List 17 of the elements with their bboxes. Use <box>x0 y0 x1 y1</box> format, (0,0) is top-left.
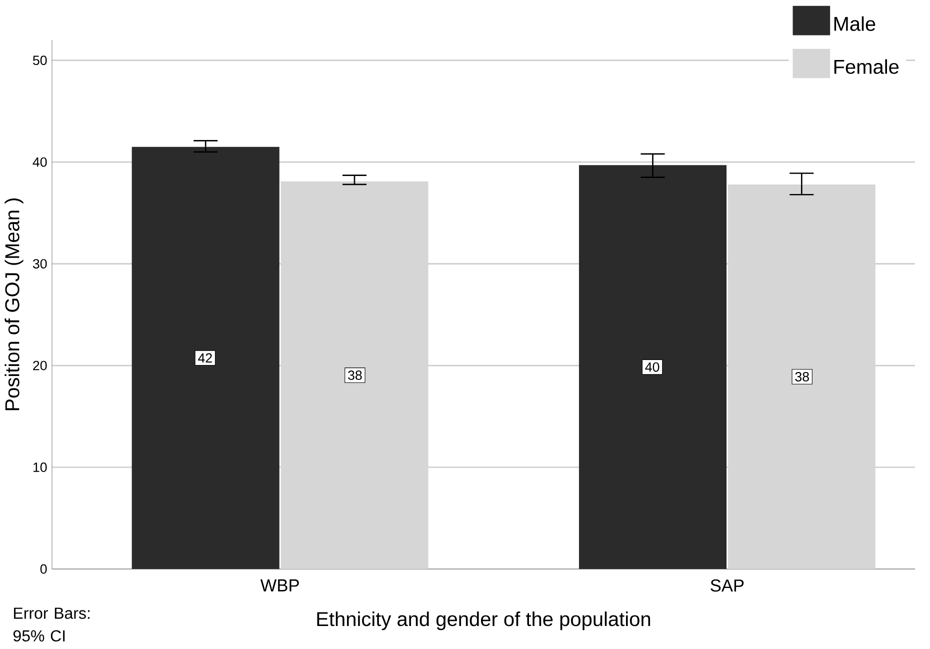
data-label: 42 <box>198 353 212 363</box>
y-tick-label: 40 <box>32 157 47 167</box>
data-label: 40 <box>645 362 660 372</box>
y-tick-label: 20 <box>33 360 47 370</box>
x-tick-label: SAP <box>710 579 744 592</box>
legend-label: Female <box>834 59 899 74</box>
text: Error Bars: 95% CI <box>13 608 90 642</box>
y-axis-title: Position of GOJ (Mean ) <box>4 198 24 410</box>
y-tick-label: 0 <box>40 564 47 574</box>
y-tick-label: 30 <box>32 259 47 269</box>
x-tick-label: WBP <box>260 579 299 592</box>
y-tick-label: 50 <box>33 56 47 66</box>
x-axis-title: Ethnicity and gender of the population <box>317 611 650 630</box>
data-label: 38 <box>795 372 809 382</box>
legend-label: Male <box>834 16 876 31</box>
data-label: 38 <box>348 370 362 380</box>
y-tick-label: 10 <box>33 462 47 472</box>
